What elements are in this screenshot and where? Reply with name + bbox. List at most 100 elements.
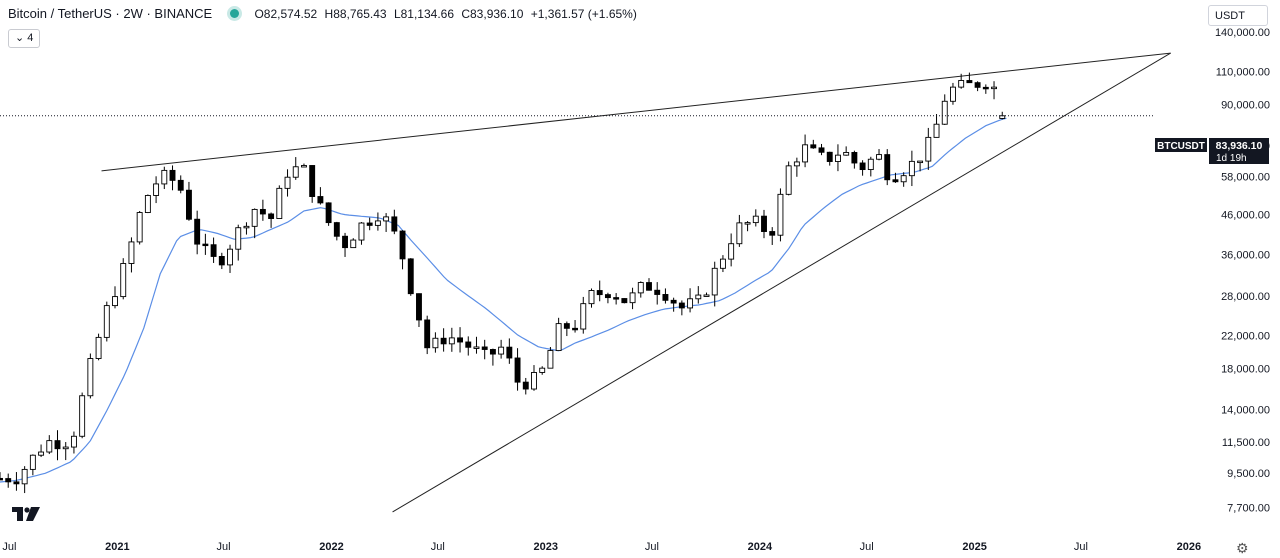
candle-body-up — [637, 282, 644, 294]
candle-body-up — [79, 395, 86, 437]
indicators-toggle-button[interactable]: ⌄ 4 — [8, 29, 41, 48]
candle-body-up — [29, 454, 36, 470]
candle-body-down — [177, 179, 184, 191]
candle-body-up — [695, 294, 702, 300]
time-axis[interactable]: Jul 2021 Jul 2022 Jul 2023 Jul 2024 Jul 2025 Jul 20… — [2, 541, 1201, 553]
x-tick-label: 2024 — [748, 541, 773, 553]
candle — [391, 209, 398, 235]
candle — [736, 214, 743, 247]
candle — [366, 217, 373, 231]
price-tag-value: 83,936.10 — [1216, 140, 1263, 152]
candle — [761, 209, 767, 239]
candle-body-down — [210, 244, 217, 257]
tradingview-logo-icon[interactable] — [12, 506, 42, 522]
candle-body-down — [481, 346, 488, 350]
candle-body-down — [761, 215, 767, 232]
candle-body-down — [563, 323, 570, 329]
candle-body-up — [374, 220, 381, 226]
candle — [719, 255, 726, 273]
candle-body-up — [161, 169, 168, 185]
currency-selector[interactable]: USDT — [1208, 5, 1268, 26]
market-status-icon — [229, 9, 239, 18]
candle — [917, 160, 924, 172]
candle-body-up — [629, 292, 636, 304]
last-price-tag: BTCUSDT 83,936.10 1d 19h — [1155, 138, 1269, 164]
x-tick-label: Jul — [860, 541, 874, 553]
candle — [235, 224, 242, 261]
candle-body-up — [687, 298, 694, 309]
candle-body-up — [284, 176, 291, 189]
candle — [687, 288, 694, 313]
y-tick-label: 11,500.00 — [1222, 437, 1270, 449]
settings-gear-icon[interactable]: ⚙ — [1236, 540, 1249, 556]
candle-body-up — [802, 144, 809, 163]
candle-body-up — [711, 267, 718, 296]
candle — [342, 232, 348, 257]
candle — [670, 297, 677, 312]
candle — [218, 252, 225, 270]
x-tick-label: 2026 — [1177, 541, 1201, 553]
candle — [662, 288, 669, 304]
candle-body-up — [925, 136, 932, 162]
candle-body-down — [621, 298, 628, 304]
candle — [982, 84, 989, 94]
candle-body-down — [54, 440, 61, 450]
candle-body-up — [958, 80, 965, 88]
candle — [243, 222, 250, 235]
candle-body-up — [777, 193, 784, 236]
candle-body-down — [654, 289, 661, 295]
x-tick-label: Jul — [217, 541, 231, 553]
ohlc-values: O82,574.52 H88,765.43 L81,134.66 C83,936… — [254, 7, 640, 21]
candle-body-down — [646, 282, 652, 291]
candle-body-up — [531, 372, 537, 390]
candle — [276, 185, 283, 219]
candle — [785, 161, 792, 196]
candle-body-down — [572, 327, 579, 331]
change-value: +1,361.57 (+1.65%) — [530, 7, 637, 21]
candle — [284, 169, 291, 197]
candle — [432, 332, 439, 353]
price-axis[interactable]: 7,700.00 9,500.00 11,500.00 14,000.00 18,000… — [1215, 27, 1270, 515]
candle-body-up — [227, 248, 233, 266]
trendline-lower[interactable] — [392, 52, 1171, 513]
candle-body-up — [539, 367, 546, 373]
x-tick-label: Jul — [645, 541, 659, 553]
candle-body-down — [407, 258, 414, 295]
candle — [317, 187, 324, 205]
candle — [810, 139, 817, 149]
candle-body-up — [358, 222, 365, 241]
x-tick-label: 2025 — [962, 541, 986, 553]
candle-body-up — [383, 216, 390, 222]
ma-line — [0, 117, 1007, 483]
candle-body-up — [251, 208, 258, 227]
candle — [448, 327, 455, 352]
candle — [29, 454, 36, 476]
candle-body-down — [522, 381, 529, 390]
candle — [769, 227, 776, 245]
trendline-upper[interactable] — [101, 52, 1171, 172]
y-tick-label: 110,000.00 — [1216, 66, 1270, 78]
candle — [563, 321, 570, 337]
candle-body-down — [465, 341, 472, 348]
candle-body-down — [884, 154, 891, 181]
candle-body-down — [826, 151, 833, 162]
candle-body-up — [908, 160, 915, 177]
candle — [506, 338, 513, 364]
symbol-header: Bitcoin / TetherUS · 2W · BINANCE O82,57… — [8, 6, 641, 21]
candle — [539, 366, 546, 375]
candle — [120, 258, 127, 300]
candle-body-up — [350, 239, 357, 249]
candle-body-up — [752, 215, 759, 224]
close-value: C83,936.10 — [461, 7, 524, 21]
candle-body-down — [424, 319, 431, 349]
candle — [826, 151, 833, 166]
candle-body-down — [13, 481, 20, 485]
candle — [62, 442, 69, 461]
candle-body-up — [38, 451, 45, 456]
candle-body-up — [580, 303, 587, 330]
candle — [555, 317, 562, 352]
symbol-title[interactable]: Bitcoin / TetherUS · 2W · BINANCE — [8, 6, 213, 21]
candle-body-down — [342, 235, 348, 249]
candle — [498, 339, 505, 359]
